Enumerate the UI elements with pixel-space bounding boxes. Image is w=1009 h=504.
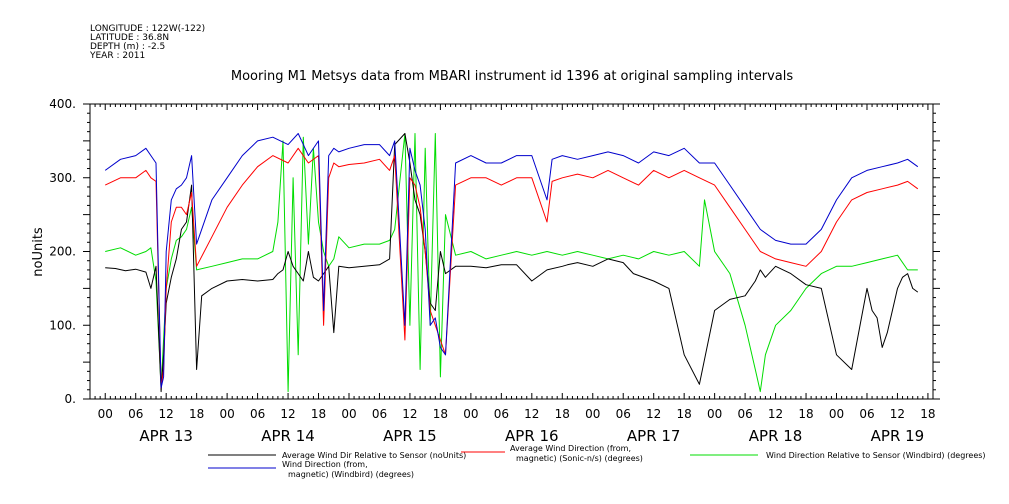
legend-label: Average Wind Dir Relative to Sensor (noU… (282, 451, 466, 460)
x-tick-label: 12 (159, 407, 174, 421)
x-date-label: APR 17 (627, 427, 681, 445)
meta-depth: DEPTH (m) : -2.5 (90, 42, 165, 52)
x-tick-label: 00 (98, 407, 113, 421)
x-tick-label: 12 (280, 407, 295, 421)
x-tick-label: 12 (646, 407, 661, 421)
x-tick-label: 00 (219, 407, 234, 421)
legend-label: Average Wind Direction (from, (510, 444, 631, 453)
meta-longitude: LONGITUDE : 122W(-122) (90, 24, 205, 34)
legend-label-line2: magnetic) (Sonic-n/s) (degrees) (516, 454, 643, 463)
y-tick-label: 400. (49, 97, 76, 111)
x-tick-label: 06 (128, 407, 143, 421)
x-date-label: APR 19 (871, 427, 925, 445)
x-tick-label: 06 (372, 407, 387, 421)
x-tick-label: 18 (920, 407, 935, 421)
x-tick-label: 18 (555, 407, 570, 421)
plot-area-frame (89, 103, 934, 400)
x-tick-label: 00 (341, 407, 356, 421)
x-tick-label: 00 (829, 407, 844, 421)
x-tick-label: 18 (433, 407, 448, 421)
x-tick-label: 06 (859, 407, 874, 421)
x-date-label: APR 15 (383, 427, 437, 445)
x-tick-label: 18 (189, 407, 204, 421)
axis-ticks: 0. 100. 200. 300. 400. 00 06 12 18 00 06 12 18 00 06 12… (49, 97, 940, 445)
y-tick-label: 0. (65, 392, 76, 406)
x-tick-label: 00 (585, 407, 600, 421)
x-tick-label: 18 (677, 407, 692, 421)
legend: Average Wind Dir Relative to Sensor (noU… (208, 444, 986, 479)
metadata-block: LONGITUDE : 122W(-122) LATITUDE : 36.8N … (89, 24, 205, 61)
x-tick-label: 06 (616, 407, 631, 421)
x-tick-label: 06 (737, 407, 752, 421)
series-line-1 (104, 147, 919, 389)
x-tick-label: 12 (402, 407, 417, 421)
x-tick-label: 06 (494, 407, 509, 421)
x-tick-label: 00 (463, 407, 478, 421)
chart-title: Mooring M1 Metsys data from MBARI instru… (231, 69, 793, 84)
series-line-0 (105, 133, 919, 393)
x-tick-label: 00 (707, 407, 722, 421)
series-line-2 (105, 133, 918, 393)
series-layer (104, 133, 919, 393)
x-tick-label: 06 (250, 407, 265, 421)
x-tick-label: 18 (311, 407, 326, 421)
x-tick-label: 12 (524, 407, 539, 421)
x-tick-label: 12 (890, 407, 905, 421)
y-axis-label: noUnits (31, 227, 46, 277)
x-date-label: APR 14 (261, 427, 315, 445)
y-tick-label: 200. (49, 245, 76, 259)
x-date-label: APR 16 (505, 427, 559, 445)
y-tick-label: 100. (49, 318, 76, 332)
x-date-label: APR 18 (749, 427, 803, 445)
meta-latitude: LATITUDE : 36.8N (90, 33, 169, 43)
x-tick-label: 18 (798, 407, 813, 421)
legend-label-line2: magnetic) (Windbird) (degrees) (288, 470, 414, 479)
x-tick-label: 12 (768, 407, 783, 421)
x-date-label: APR 13 (139, 427, 193, 445)
legend-label: Wind Direction (from, (282, 460, 368, 469)
meta-year: YEAR : 2011 (89, 51, 145, 61)
legend-label: Wind Direction Relative to Sensor (Windb… (766, 451, 986, 460)
y-tick-label: 300. (49, 171, 76, 185)
series-line-3 (104, 133, 919, 389)
